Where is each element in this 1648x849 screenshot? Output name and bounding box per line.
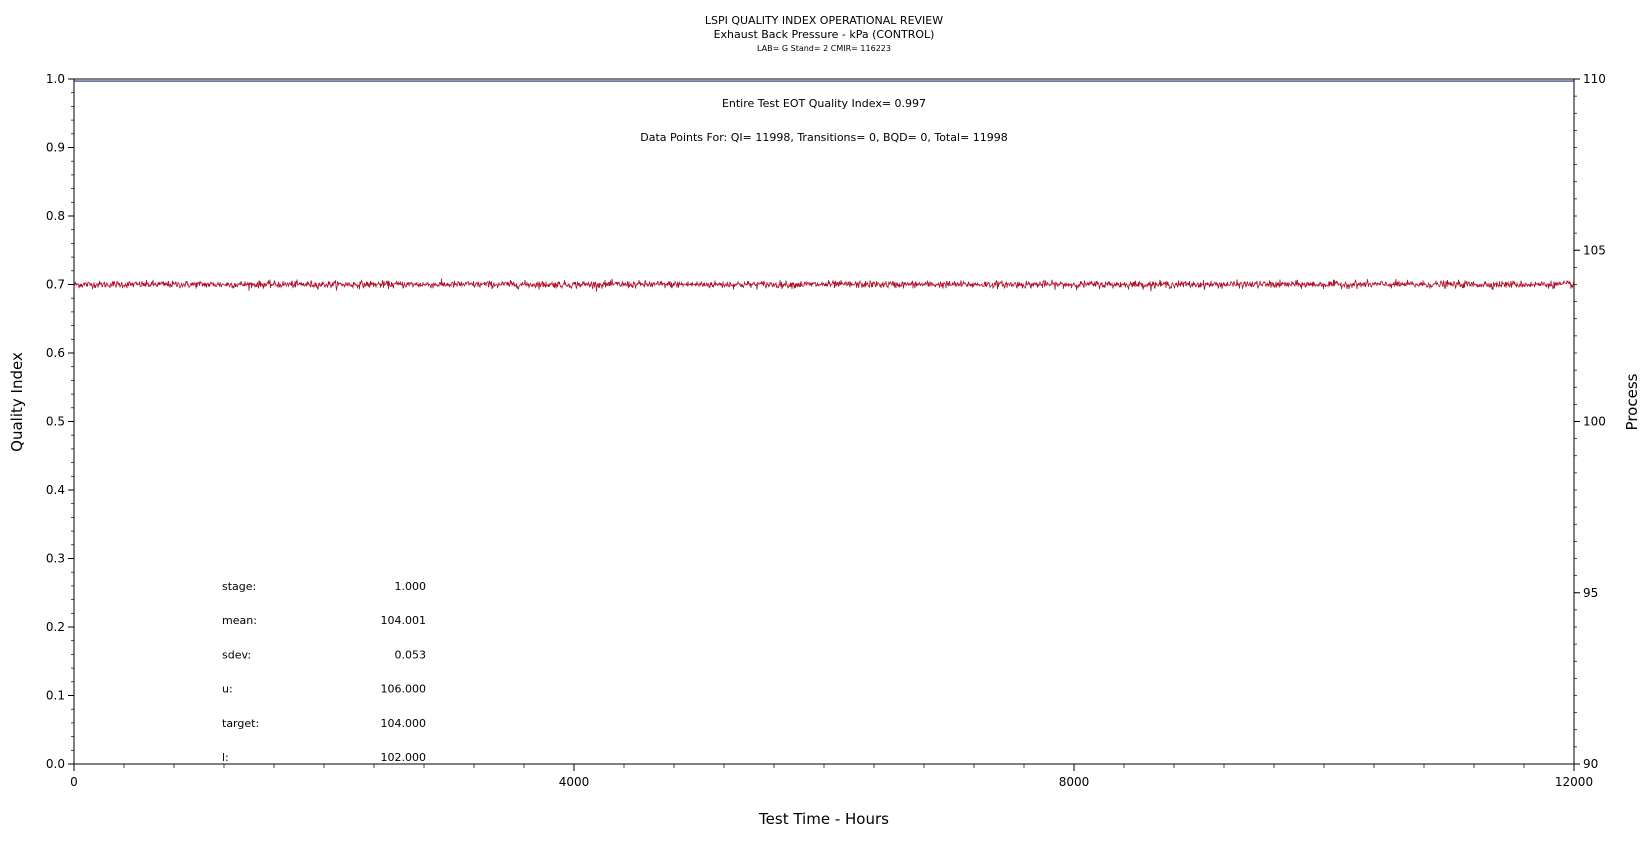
y-axis-label: Quality Index — [8, 352, 26, 452]
y-tick-label: 0.1 — [46, 689, 65, 703]
y-tick-label: 0.9 — [46, 141, 65, 155]
x-tick-label: 4000 — [559, 775, 590, 789]
y2-tick-label: 110 — [1583, 72, 1606, 86]
y-tick-label: 0.8 — [46, 209, 65, 223]
y-tick-label: 0.4 — [46, 483, 65, 497]
stat-label: target: — [222, 717, 259, 730]
y2-tick-label: 100 — [1583, 415, 1606, 429]
y-tick-label: 1.0 — [46, 72, 65, 86]
x-tick-label: 12000 — [1555, 775, 1593, 789]
y-tick-label: 0.7 — [46, 278, 65, 292]
y-tick-label: 0.0 — [46, 757, 65, 771]
stat-value: 104.001 — [381, 614, 427, 627]
y-axis-right: 90 95 100 105 110 — [1574, 72, 1606, 771]
stat-value: 104.000 — [381, 717, 427, 730]
y-tick-label: 0.3 — [46, 552, 65, 566]
y2-tick-label: 95 — [1583, 586, 1598, 600]
x-axis-label: Test Time - Hours — [758, 810, 889, 828]
y2-tick-label: 90 — [1583, 757, 1598, 771]
x-axis: 0 4000 8000 12000 — [70, 764, 1593, 789]
quality-index-annotation: Entire Test EOT Quality Index= 0.997 — [722, 97, 926, 110]
data-points-annotation: Data Points For: QI= 11998, Transitions=… — [640, 131, 1008, 144]
y-axis-left: 0.0 0.1 0.2 0.3 0.4 0.5 0.6 0.7 0.8 0.9 1.0 — [46, 72, 74, 771]
stat-label: u: — [222, 683, 233, 696]
y2-axis-label: Process — [1623, 373, 1641, 430]
process-series-line — [73, 278, 1575, 292]
stat-value: 0.053 — [395, 648, 427, 661]
series-layer — [73, 80, 1575, 292]
chart-subtitle-small: LAB= G Stand= 2 CMIR= 116223 — [757, 44, 891, 53]
stat-label: stage: — [222, 580, 256, 593]
stat-value: 106.000 — [381, 683, 427, 696]
y-tick-label: 0.5 — [46, 415, 65, 429]
plot-frame — [73, 78, 1575, 765]
y-tick-label: 0.6 — [46, 346, 65, 360]
y-tick-label: 0.2 — [46, 620, 65, 634]
chart-subtitle: Exhaust Back Pressure - kPa (CONTROL) — [714, 28, 935, 41]
x-tick-label: 0 — [70, 775, 78, 789]
chart-title: LSPI QUALITY INDEX OPERATIONAL REVIEW — [705, 14, 943, 27]
x-tick-label: 8000 — [1059, 775, 1090, 789]
stat-value: 102.000 — [381, 751, 427, 764]
y2-tick-label: 105 — [1583, 243, 1606, 257]
stat-label: sdev: — [222, 648, 251, 661]
stat-label: mean: — [222, 614, 257, 627]
stat-label: l: — [222, 751, 229, 764]
stat-value: 1.000 — [395, 580, 427, 593]
stats-table: stage: 1.000 mean: 104.001 sdev: 0.053 u: 106.0… — [222, 580, 426, 764]
